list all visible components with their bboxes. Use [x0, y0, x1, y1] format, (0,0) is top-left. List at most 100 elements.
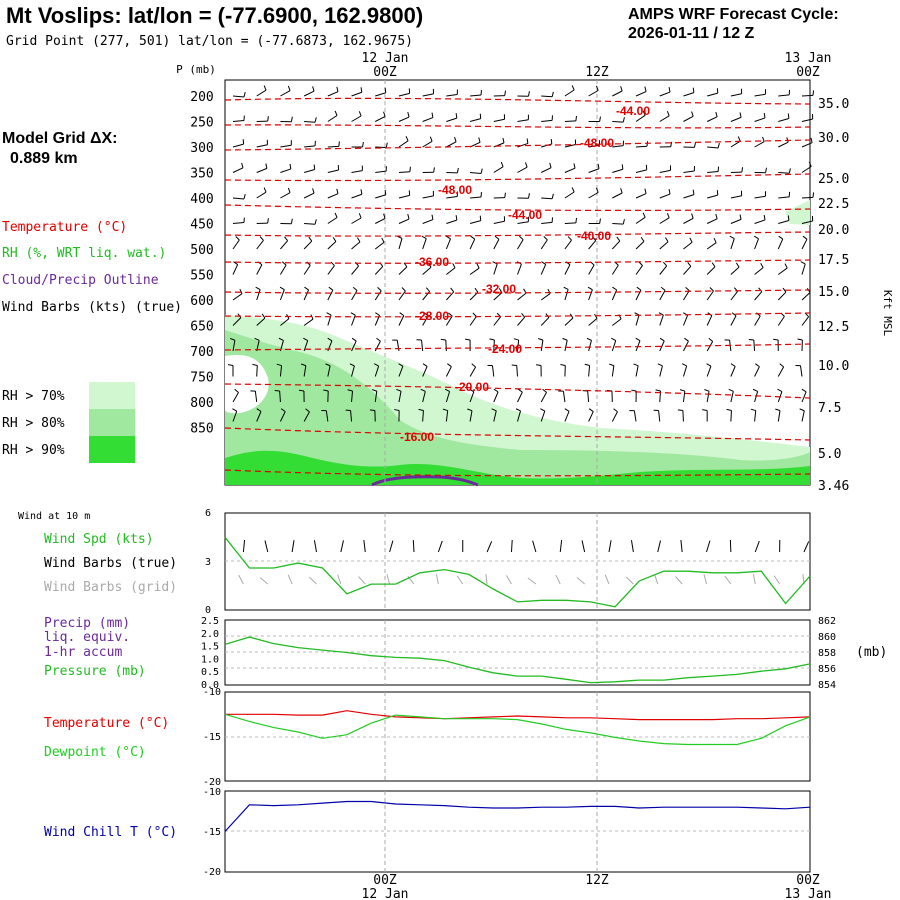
wind-barb-flag [567, 236, 572, 241]
pressure-tick: 854 [818, 680, 836, 691]
wind-barb [445, 315, 453, 326]
pressure-tick-800: 800 [190, 396, 213, 411]
wind-barb [540, 317, 550, 326]
wind-barb [730, 93, 742, 97]
wind-barb [778, 172, 790, 174]
wind-barb-flag [711, 262, 716, 268]
wind-barb [422, 93, 434, 97]
wind-barb [778, 94, 790, 97]
wind-barb-flag [588, 408, 594, 412]
wind-barb [493, 339, 495, 352]
wind-barb-flag [689, 237, 693, 243]
wind-barb-flag [314, 219, 317, 225]
dewpoint-legend: Dewpoint (°C) [44, 745, 146, 760]
wind-barb-flag [312, 86, 315, 92]
surface-barb-true [608, 540, 612, 553]
wind-barb-flag [358, 213, 362, 219]
wind-barb [801, 220, 813, 224]
wind-barb-flag [377, 287, 382, 292]
wind-ytick-0: 0 [205, 605, 211, 616]
wind-barb [421, 340, 424, 352]
wind-barb [422, 219, 434, 224]
wind-barb [303, 90, 315, 97]
wind-barb-flag [777, 388, 783, 393]
wind-barb [232, 95, 245, 98]
surface-barb-grid [259, 577, 269, 585]
wind-barb [778, 141, 789, 148]
wind-barb [754, 219, 766, 224]
wind-barb [469, 316, 477, 326]
wind-barb [754, 93, 766, 97]
wind-barb [493, 391, 499, 403]
wind-barb-flag [274, 390, 280, 392]
bottom-hour-00z-end: 00Z [796, 873, 820, 888]
wind-barb [256, 191, 267, 199]
cross-section-panel: -44.00 -48.00 -48.00 -44.00 -40.00 -36.00 -32.… [190, 79, 849, 494]
wind-barb-flag [638, 261, 643, 266]
wind-barb-flag [692, 189, 695, 195]
surface-barb-true [511, 540, 513, 553]
wind-barb-flag [758, 287, 763, 293]
wind-barb [517, 391, 523, 403]
wind-barb [754, 267, 764, 275]
wind-barb [777, 316, 785, 326]
wind-barb [398, 218, 410, 224]
wind-barb [588, 289, 593, 301]
wind-barb [517, 316, 526, 326]
wind-barb-flag [255, 286, 261, 290]
wind-barb [611, 240, 621, 250]
wind-barb [470, 94, 482, 97]
wind-barb [469, 391, 475, 403]
temperature-legend: Temperature (°C) [44, 716, 169, 731]
surface-barb-true [340, 540, 344, 553]
wind-barb [422, 117, 434, 122]
wind-barb [588, 144, 600, 148]
wind-barb [256, 411, 262, 422]
wind-barb [398, 194, 410, 199]
wind-barb-flag [640, 236, 645, 242]
wind-barb [375, 146, 387, 149]
wind-barbs-true-legend: Wind Barbs (true) [44, 556, 177, 571]
wind-barb-flag [551, 193, 554, 199]
wind-barb [706, 266, 716, 275]
wind-barb [398, 116, 410, 122]
wind-barb [422, 410, 424, 422]
wind-barb-flag [668, 189, 671, 195]
wind-barb [682, 391, 686, 403]
surface-barb-true [412, 540, 415, 553]
wind-barb [303, 318, 314, 326]
wind-barb-flag [405, 136, 409, 142]
legend-rh90: RH > 90% [2, 443, 65, 458]
wind-barb [683, 241, 693, 250]
wind-barb [351, 390, 353, 403]
wind-barb-flag [739, 214, 742, 220]
wind-barb [588, 90, 599, 97]
surface-wind-barbs [238, 539, 810, 585]
wind-barb [279, 411, 286, 422]
wind-barb-flag [325, 363, 331, 367]
wind-barb [564, 191, 575, 199]
pressure-tick-750: 750 [190, 371, 213, 386]
surface-barb-true [729, 539, 732, 553]
wind-barb [683, 217, 694, 224]
wind-barb [541, 221, 553, 224]
wind-barb-flag [234, 388, 239, 393]
temp-ytick-m15: -15 [203, 732, 221, 743]
wind-barb [279, 365, 283, 377]
isotherm-line [224, 97, 811, 105]
wind-barb [682, 410, 684, 422]
wind-barb-flag [525, 162, 528, 168]
wind-barb-flag [418, 408, 424, 412]
wind-barb [351, 314, 356, 326]
isotherm-line [224, 289, 811, 294]
surface-barb-true [437, 540, 443, 553]
wind-barb-flag [384, 189, 387, 195]
wind-barb [658, 410, 661, 422]
wind-barb-flag [265, 163, 268, 169]
wind-barb-flag [421, 235, 427, 240]
wind-barb [303, 265, 311, 275]
surface-barb-true [291, 540, 295, 553]
wind-barb [612, 223, 624, 225]
wind-barb [327, 365, 331, 377]
wind-barbs-field [227, 85, 815, 422]
